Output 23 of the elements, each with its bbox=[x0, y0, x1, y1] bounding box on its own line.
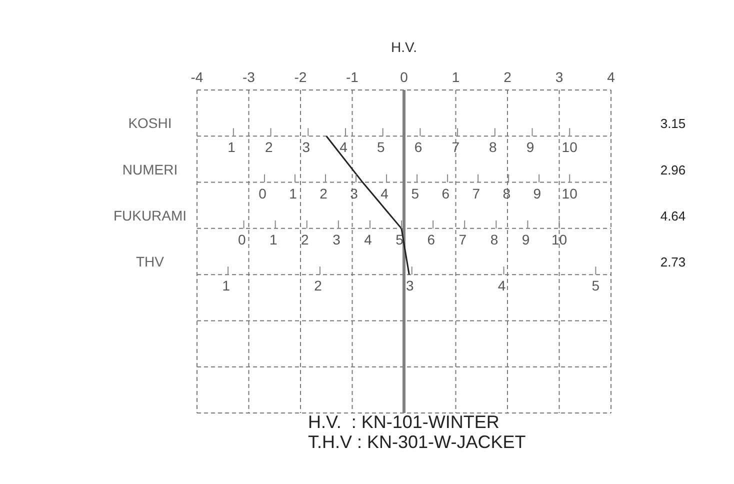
text: 2.96 bbox=[660, 162, 686, 178]
x-tick-label: -4 bbox=[190, 69, 204, 85]
text: H.V. : KN-101-WINTER bbox=[308, 412, 500, 432]
x-tick-label: 2 bbox=[504, 69, 512, 85]
y-tick-label: FUKURAMI bbox=[113, 207, 187, 224]
x-axis-title: H.V. bbox=[391, 38, 417, 55]
x-tick-label: 3 bbox=[555, 69, 564, 85]
x-tick-label: 1 bbox=[452, 69, 460, 85]
text: 1 2 3 4 5 6 7 8 9 10 bbox=[228, 139, 578, 156]
y-tick-label: KOSHI bbox=[128, 115, 172, 132]
x-tick-label: 4 bbox=[607, 69, 616, 85]
x-tick-label: -1 bbox=[346, 69, 359, 85]
text: 2.73 bbox=[660, 254, 686, 270]
x-tick-label: 0 bbox=[400, 69, 408, 85]
text: 4.64 bbox=[660, 208, 686, 224]
x-tick-label: -3 bbox=[242, 69, 256, 85]
text: 3.15 bbox=[660, 116, 686, 132]
text: T.H.V : KN-301-W-JACKET bbox=[308, 432, 526, 452]
y-tick-label: THV bbox=[136, 254, 165, 270]
text: 0 1 2 3 4 5 6 7 8 9 10 bbox=[258, 185, 578, 202]
text: 1 2 3 4 5 bbox=[222, 278, 600, 294]
x-tick-label: -2 bbox=[294, 69, 307, 85]
y-tick-label: NUMERI bbox=[122, 161, 178, 178]
